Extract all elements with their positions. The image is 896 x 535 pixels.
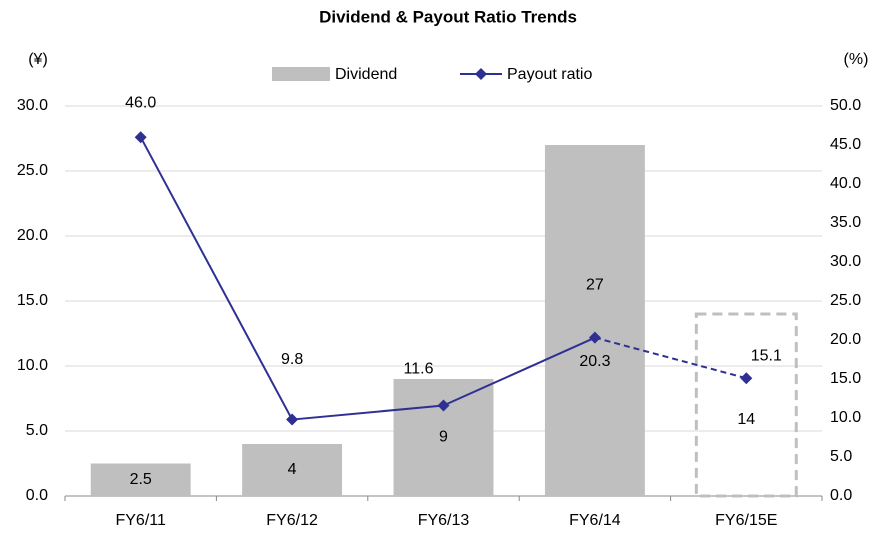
bar bbox=[242, 444, 343, 496]
line-segment bbox=[292, 404, 444, 421]
line-label: 15.1 bbox=[751, 347, 782, 364]
bar bbox=[694, 312, 798, 498]
bar-label: 2.5 bbox=[130, 471, 152, 488]
legend-swatch bbox=[272, 67, 330, 81]
y-tick-label: 5.0 bbox=[26, 422, 48, 439]
legend-label: Dividend bbox=[335, 66, 397, 83]
y2-tick-label: 45.0 bbox=[830, 136, 861, 153]
x-tick-label: FY6/14 bbox=[569, 512, 621, 529]
x-tick-label: FY6/13 bbox=[418, 512, 470, 529]
y-tick-label: 10.0 bbox=[17, 357, 48, 374]
bar-label: 27 bbox=[586, 277, 604, 294]
y-tick-label: 20.0 bbox=[17, 227, 48, 244]
legend-swatch bbox=[475, 68, 487, 80]
x-tick-label: FY6/12 bbox=[266, 512, 318, 529]
chart-title: Dividend & Payout Ratio Trends bbox=[319, 7, 577, 26]
line-segment bbox=[443, 336, 596, 407]
y2-tick-label: 15.0 bbox=[830, 370, 861, 387]
bar-label: 4 bbox=[288, 461, 297, 478]
y2-tick-label: 20.0 bbox=[830, 331, 861, 348]
bar-label: 9 bbox=[439, 429, 448, 446]
bar bbox=[393, 379, 494, 496]
y2-tick-label: 5.0 bbox=[830, 448, 852, 465]
y-tick-label: 30.0 bbox=[17, 97, 48, 114]
line-marker bbox=[134, 131, 147, 144]
line-label: 20.3 bbox=[579, 353, 610, 370]
line-label: 11.6 bbox=[404, 361, 434, 378]
x-tick-label: FY6/11 bbox=[115, 512, 166, 529]
y-unit: (¥) bbox=[28, 51, 48, 68]
y2-tick-label: 30.0 bbox=[830, 253, 861, 270]
y-tick-label: 0.0 bbox=[26, 487, 48, 504]
bar-label: 14 bbox=[737, 411, 755, 428]
line-marker bbox=[740, 372, 753, 385]
y2-tick-label: 10.0 bbox=[830, 409, 861, 426]
y-tick-label: 25.0 bbox=[17, 162, 48, 179]
line-marker bbox=[286, 413, 299, 426]
y2-tick-label: 25.0 bbox=[830, 292, 861, 309]
y2-tick-label: 0.0 bbox=[830, 487, 852, 504]
y-tick-label: 15.0 bbox=[17, 292, 48, 309]
y2-tick-label: 50.0 bbox=[830, 97, 861, 114]
y2-tick-label: 40.0 bbox=[830, 175, 861, 192]
y2-unit: (%) bbox=[844, 51, 869, 68]
y2-tick-label: 35.0 bbox=[830, 214, 861, 231]
line-label: 9.8 bbox=[281, 351, 303, 368]
legend-label: Payout ratio bbox=[507, 66, 592, 83]
line-segment bbox=[139, 136, 293, 421]
bar bbox=[90, 463, 191, 496]
x-tick-label: FY6/15E bbox=[715, 512, 777, 529]
line-marker bbox=[588, 331, 601, 344]
bar bbox=[544, 145, 645, 496]
line-label: 46.0 bbox=[125, 94, 156, 111]
line-segment bbox=[594, 336, 747, 380]
line-marker bbox=[437, 399, 450, 412]
